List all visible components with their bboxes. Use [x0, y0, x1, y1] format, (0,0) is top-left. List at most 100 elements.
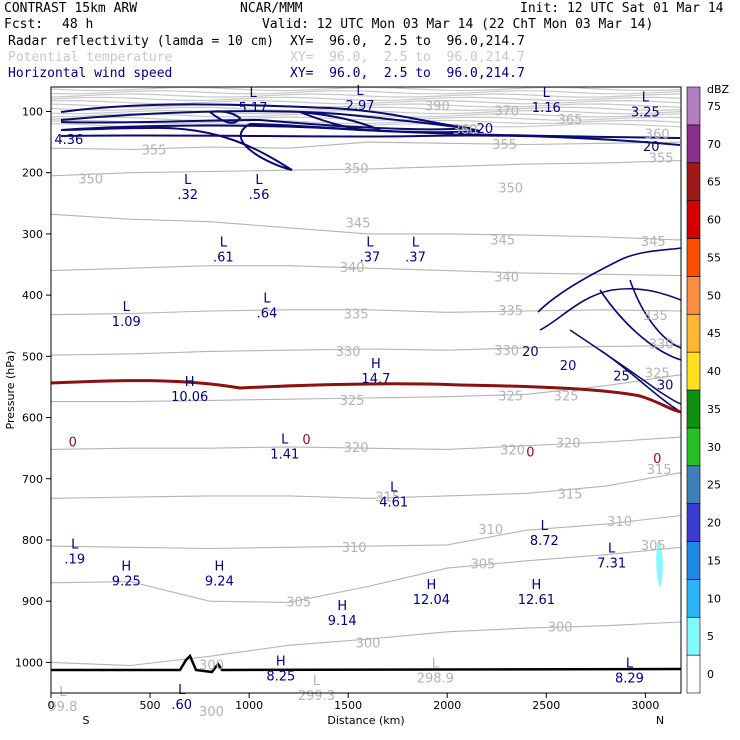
theta-label: 350 — [344, 162, 369, 177]
reflectivity-patch — [656, 540, 663, 588]
theta-label: 320 — [344, 441, 369, 456]
extremum-marker: L — [313, 674, 321, 689]
extremum-marker: L — [184, 173, 192, 188]
y-tick-label: 500 — [22, 350, 43, 363]
theta-label: 355 — [649, 152, 674, 167]
wind-contour-jet — [60, 134, 681, 146]
extremum-marker: L — [263, 291, 271, 306]
x-tick-label: 1000 — [235, 699, 263, 712]
theta-line-strat — [50, 103, 682, 108]
extremum-value: 7.31 — [597, 557, 626, 572]
extremum-marker: H — [276, 654, 286, 669]
wind-contour-side — [599, 349, 682, 413]
theta-line — [50, 621, 682, 667]
colorbar-label: 60 — [707, 214, 721, 227]
plot-frame — [50, 86, 682, 694]
extremum-value: 10.06 — [171, 390, 208, 405]
y-tick-label: 700 — [22, 473, 43, 486]
x-end-right: N — [656, 714, 664, 727]
extremum-value: 5.17 — [239, 101, 268, 116]
theta-label: 310 — [607, 515, 632, 530]
extremum-marker: L — [220, 236, 228, 251]
theta-label: 390 — [425, 100, 450, 115]
colorbar-label: 10 — [707, 592, 721, 605]
theta-label: 320 — [556, 436, 581, 451]
colorbar-cell — [686, 541, 701, 580]
extremum-value: .61 — [213, 251, 234, 266]
theta-label: 305 — [641, 539, 666, 554]
org-label: NCAR/MMM — [240, 1, 303, 16]
colorbar-label: 65 — [707, 176, 721, 189]
extremum-marker: L — [543, 86, 551, 101]
wind-contour-side — [569, 329, 682, 405]
extremum-value: 1.16 — [532, 101, 561, 116]
theta-label: 330 — [494, 344, 519, 359]
colorbar-label: 35 — [707, 403, 721, 416]
theta-label: 360 — [645, 128, 670, 143]
colorbar-cell — [686, 503, 701, 542]
theta-label: 325 — [554, 390, 579, 405]
theta-line-strat — [50, 106, 682, 112]
colorbar-label: 50 — [707, 289, 721, 302]
x-tick-label: 2000 — [433, 699, 461, 712]
colorbar-cell — [686, 465, 701, 504]
extremum-value: .56 — [249, 188, 270, 203]
theta-label: 310 — [342, 541, 367, 556]
theta-label: 340 — [340, 261, 365, 276]
theta-label: 350 — [78, 172, 103, 187]
theta-label: 350 — [498, 182, 523, 197]
extremum-value: .60 — [171, 698, 192, 713]
theta-line — [50, 141, 682, 150]
terrain-line — [51, 653, 682, 674]
extremum-value: 99.8 — [48, 700, 77, 715]
extremum-value: 12.04 — [413, 593, 450, 608]
wind-contour-jet — [299, 111, 381, 132]
theta-label: 345 — [490, 234, 515, 249]
y-tick-label: 300 — [22, 228, 43, 241]
colorbar: 0 5 10 15 20 25 30 35 40 45 50 55 60 65 70 75 dBZ — [686, 83, 730, 694]
colorbar-label: 30 — [707, 441, 721, 454]
wind-contour-label: 30 — [657, 379, 674, 394]
theta-label: 325 — [340, 394, 365, 409]
extremum-value: .32 — [177, 188, 198, 203]
wind-contour-side — [599, 289, 682, 361]
extremum-marker: L — [123, 300, 131, 315]
theta-line — [50, 159, 682, 177]
colorbar-cell — [686, 200, 701, 239]
wind-contours — [50, 103, 682, 674]
extremum-value: 1.09 — [112, 315, 141, 330]
theta-label: 330 — [649, 338, 674, 353]
theta-line — [50, 472, 682, 499]
field-xy-reflectivity: XY= 96.0, 2.5 to 96.0,214.7 — [290, 34, 525, 49]
theta-label: 300 — [548, 621, 573, 636]
extremum-value: 299.3 — [298, 689, 335, 704]
theta-label: 320 — [500, 444, 525, 459]
colorbar-cell — [686, 313, 701, 353]
extremum-value: 1.41 — [270, 448, 299, 463]
extremum-value: 3.25 — [631, 106, 660, 121]
extremum-value: 298.9 — [417, 672, 454, 687]
model-title: CONTRAST 15km ARW — [4, 1, 138, 16]
theta-label: 330 — [336, 345, 361, 360]
theta-label: 340 — [494, 270, 519, 285]
extremum-marker: L — [541, 519, 549, 534]
extremum-value: 9.24 — [205, 574, 234, 589]
field-xy-wind: XY= 96.0, 2.5 to 96.0,214.7 — [290, 66, 525, 81]
extremum-marker: L — [608, 542, 616, 557]
extremum-value: 4.61 — [379, 495, 408, 510]
x-tick-label: 0 — [48, 699, 55, 712]
x-tick-label: 2500 — [532, 699, 560, 712]
y-tick-label: 100 — [22, 105, 43, 118]
theta-line — [50, 309, 682, 316]
zero-contour-label: 0 — [653, 452, 661, 467]
colorbar-cell — [686, 124, 701, 164]
extremum-value: 300 — [199, 705, 224, 720]
colorbar-label: 55 — [707, 251, 721, 264]
field-name-reflectivity: Radar reflectivity (lamda = 10 cm) — [8, 34, 275, 49]
y-tick-label: 900 — [22, 595, 43, 608]
extremum-marker: H — [337, 599, 347, 614]
forecast-hours: 48 h — [62, 17, 94, 32]
colorbar-cell — [686, 389, 701, 429]
wind-contour-label: 20 — [522, 345, 539, 360]
